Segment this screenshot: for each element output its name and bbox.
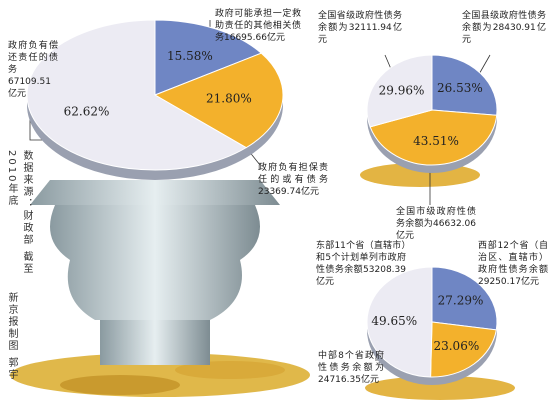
category-label: 全国市级政府性债务余额为46632.06亿元 bbox=[396, 207, 476, 241]
category-label: 政府可能承担一定救助责任的其他相关债务16695.66亿元 bbox=[215, 9, 301, 43]
pie-slice bbox=[369, 109, 498, 166]
value-label: 29.96% bbox=[379, 84, 425, 98]
pie-slice bbox=[366, 266, 433, 378]
pie-slice bbox=[431, 54, 498, 116]
value-label: 23.06% bbox=[433, 339, 479, 353]
category-label: 全国省级政府性债务余额为32111.94亿元 bbox=[318, 11, 402, 45]
pie-slice bbox=[430, 321, 497, 378]
pie-slice bbox=[431, 266, 498, 331]
category-label: 西部12个省（自治区、直辖市）政府性债务余额29250.17亿元 bbox=[478, 241, 548, 287]
value-label: 15.58% bbox=[167, 49, 213, 63]
pie-slice bbox=[153, 52, 284, 149]
value-label: 21.80% bbox=[206, 92, 252, 106]
category-label: 东部11个省（直辖市）和5个计划单列市政府性债务余额53208.39亿元 bbox=[316, 241, 406, 287]
pedestal bbox=[10, 180, 310, 397]
pie-slice bbox=[366, 54, 433, 128]
category-label: 中部8个省政府性债务余额为24716.35亿元 bbox=[318, 351, 384, 385]
value-label: 26.53% bbox=[437, 81, 483, 95]
credit-note: 新京报制图 郭宇 bbox=[6, 292, 17, 382]
value-label: 49.65% bbox=[371, 314, 417, 328]
category-label: 政府负有担保责任的或有债务23369.74亿元 bbox=[258, 163, 328, 197]
category-label: 全国县级政府性债务余额为28430.91亿元 bbox=[462, 11, 546, 45]
pie-slice bbox=[154, 19, 263, 96]
source-note: 数据来源：财政部 截至2010年底 bbox=[6, 150, 32, 276]
category-label: 政府负有偿还责任的债务67109.51亿元 bbox=[8, 41, 58, 99]
value-label: 43.51% bbox=[413, 134, 459, 148]
pie-slice bbox=[26, 19, 248, 171]
value-label: 27.29% bbox=[438, 294, 484, 308]
value-label: 62.62% bbox=[64, 104, 110, 118]
